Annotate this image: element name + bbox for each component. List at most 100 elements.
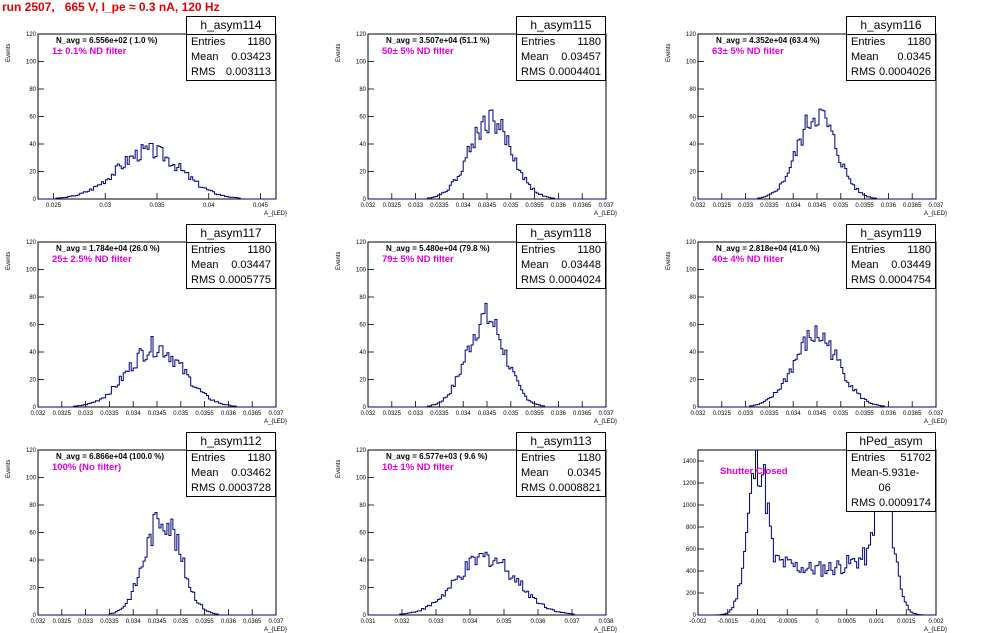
x-tick-label: 0.034: [126, 619, 142, 625]
y-tick-label: 0: [693, 197, 697, 203]
y-tick-label: 20: [359, 378, 366, 384]
histogram-name: h_asym113: [517, 433, 605, 451]
x-tick-label: 0: [815, 619, 819, 625]
y-tick-label: 120: [686, 240, 697, 246]
filter-label: 79± 5% ND filter: [382, 254, 454, 265]
stats-value: 1180: [577, 244, 601, 256]
y-tick-label: 120: [686, 32, 697, 38]
x-axis-label: A_{LED}: [924, 211, 948, 217]
histogram-series: [38, 512, 276, 616]
x-tick-label: 0.0335: [100, 411, 119, 417]
x-tick-label: 0.035: [496, 619, 512, 625]
y-axis-label: Events: [336, 43, 342, 62]
y-tick-label: 0: [363, 405, 367, 411]
stats-row: RMS 0.0004754: [847, 273, 935, 288]
histogram-panel: 0 200 400 600 800 1000 1200 1400 -0.002 -0.0015 -0…: [660, 430, 960, 633]
x-tick-label: 0.036: [221, 619, 237, 625]
stats-value: 0.0345: [567, 467, 601, 479]
n-avg-label: N_avg = 4.352e+04 (63.4 %): [716, 36, 820, 45]
x-tick-label: 0.037: [928, 411, 944, 417]
stats-value: 0.003113: [225, 66, 271, 78]
x-tick-label: 0.034: [126, 411, 142, 417]
stats-value: 0.03462: [231, 467, 271, 479]
y-tick-label: 100: [26, 268, 37, 274]
histogram-plot: 0 20 40 60 80 100 120 0.025 0.03 0.035 0.04 0.045: [26, 32, 277, 209]
x-tick-label: 0.0345: [148, 619, 167, 625]
x-tick-label: 0.032: [30, 411, 46, 417]
x-tick-label: 0.002: [928, 619, 944, 625]
x-tick-label: 0.037: [598, 411, 614, 417]
stats-key: Mean: [851, 259, 879, 271]
stats-row: RMS 0.0004401: [517, 65, 605, 80]
histogram-series: [698, 325, 936, 408]
x-tick-label: 0.036: [881, 411, 897, 417]
stats-value: 0.03457: [561, 51, 601, 63]
x-tick-label: 0.035: [833, 203, 849, 209]
stats-value: 51702: [900, 452, 931, 464]
y-tick-label: 60: [359, 531, 366, 537]
x-tick-label: 0.0325: [713, 203, 732, 209]
histogram-name: h_asym116: [847, 17, 935, 35]
n-avg-label: N_avg = 5.480e+04 (79.8 %): [386, 244, 490, 253]
y-axis-label: Events: [6, 251, 12, 270]
stats-row: Mean 0.03462: [187, 466, 275, 481]
x-tick-label: 0.0325: [713, 411, 732, 417]
x-tick-label: 0.035: [503, 411, 519, 417]
stats-value: 1180: [577, 452, 601, 464]
stats-box: h_asym112 Entries 1180 Mean 0.03462 RMS 0.0003…: [186, 432, 276, 497]
x-tick-label: 0.0345: [808, 203, 827, 209]
x-tick-label: 0.0365: [243, 619, 262, 625]
x-tick-label: 0.033: [738, 411, 754, 417]
stats-row: Mean -5.931e-06: [847, 466, 935, 496]
stats-row: RMS 0.0005775: [187, 273, 275, 288]
histogram-series: [38, 142, 276, 200]
x-tick-label: 0.032: [690, 203, 706, 209]
y-tick-label: 120: [26, 32, 37, 38]
stats-value: 0.03423: [231, 51, 271, 63]
x-tick-label: 0.035: [149, 203, 165, 209]
x-tick-label: 0.0355: [195, 411, 214, 417]
stats-key: RMS: [851, 66, 876, 78]
y-tick-label: 60: [359, 115, 366, 121]
y-tick-label: 20: [29, 586, 36, 592]
stats-value: 1180: [247, 36, 271, 48]
stats-value: 1180: [577, 36, 601, 48]
stats-value: 0.0003728: [219, 482, 271, 494]
histogram-name: h_asym115: [517, 17, 605, 35]
filter-label: 100% (No filter): [52, 462, 122, 473]
stats-box: h_asym116 Entries 1180 Mean 0.0345 RMS 0.00040…: [846, 16, 936, 81]
y-tick-label: 120: [26, 448, 37, 454]
x-tick-label: 0.0345: [148, 411, 167, 417]
y-tick-label: 20: [359, 170, 366, 176]
x-axis-label: A_{LED}: [264, 419, 288, 425]
x-tick-label: 0.036: [881, 203, 897, 209]
x-tick-label: -0.0005: [777, 619, 798, 625]
x-tick-label: 0.033: [428, 619, 444, 625]
stats-key: Mean: [521, 467, 549, 479]
histogram-panel: 0 20 40 60 80 100 120 0.031 0.032 0.033 0.034 0.035…: [330, 430, 630, 633]
y-tick-label: 0: [33, 613, 37, 619]
y-tick-label: 100: [26, 476, 37, 482]
x-tick-label: 0.034: [462, 619, 478, 625]
y-tick-label: 0: [363, 613, 367, 619]
stats-value: 0.0345: [897, 51, 931, 63]
y-tick-label: 80: [29, 295, 36, 301]
x-tick-label: 0.038: [598, 619, 614, 625]
x-tick-label: 0.0355: [525, 411, 544, 417]
x-tick-label: 0.033: [78, 619, 94, 625]
filter-label: 63± 5% ND filter: [712, 46, 784, 57]
y-tick-label: 60: [29, 531, 36, 537]
histogram-name: h_asym117: [187, 225, 275, 243]
histogram-name: h_asym114: [187, 17, 275, 35]
stats-row: Mean 0.03449: [847, 258, 935, 273]
y-tick-label: 400: [686, 569, 697, 575]
histogram-panel: 0 20 40 60 80 100 120 0.032 0.0325 0.033 0.0335 0.0…: [0, 430, 300, 633]
stats-key: RMS: [521, 66, 546, 78]
stats-value: 1180: [907, 36, 931, 48]
y-tick-label: 20: [689, 170, 696, 176]
y-tick-label: 20: [359, 586, 366, 592]
x-tick-label: 0.0325: [53, 619, 72, 625]
filter-label: Shutter Closed: [720, 466, 788, 477]
y-tick-label: 40: [29, 142, 36, 148]
x-tick-label: 0.032: [690, 411, 706, 417]
